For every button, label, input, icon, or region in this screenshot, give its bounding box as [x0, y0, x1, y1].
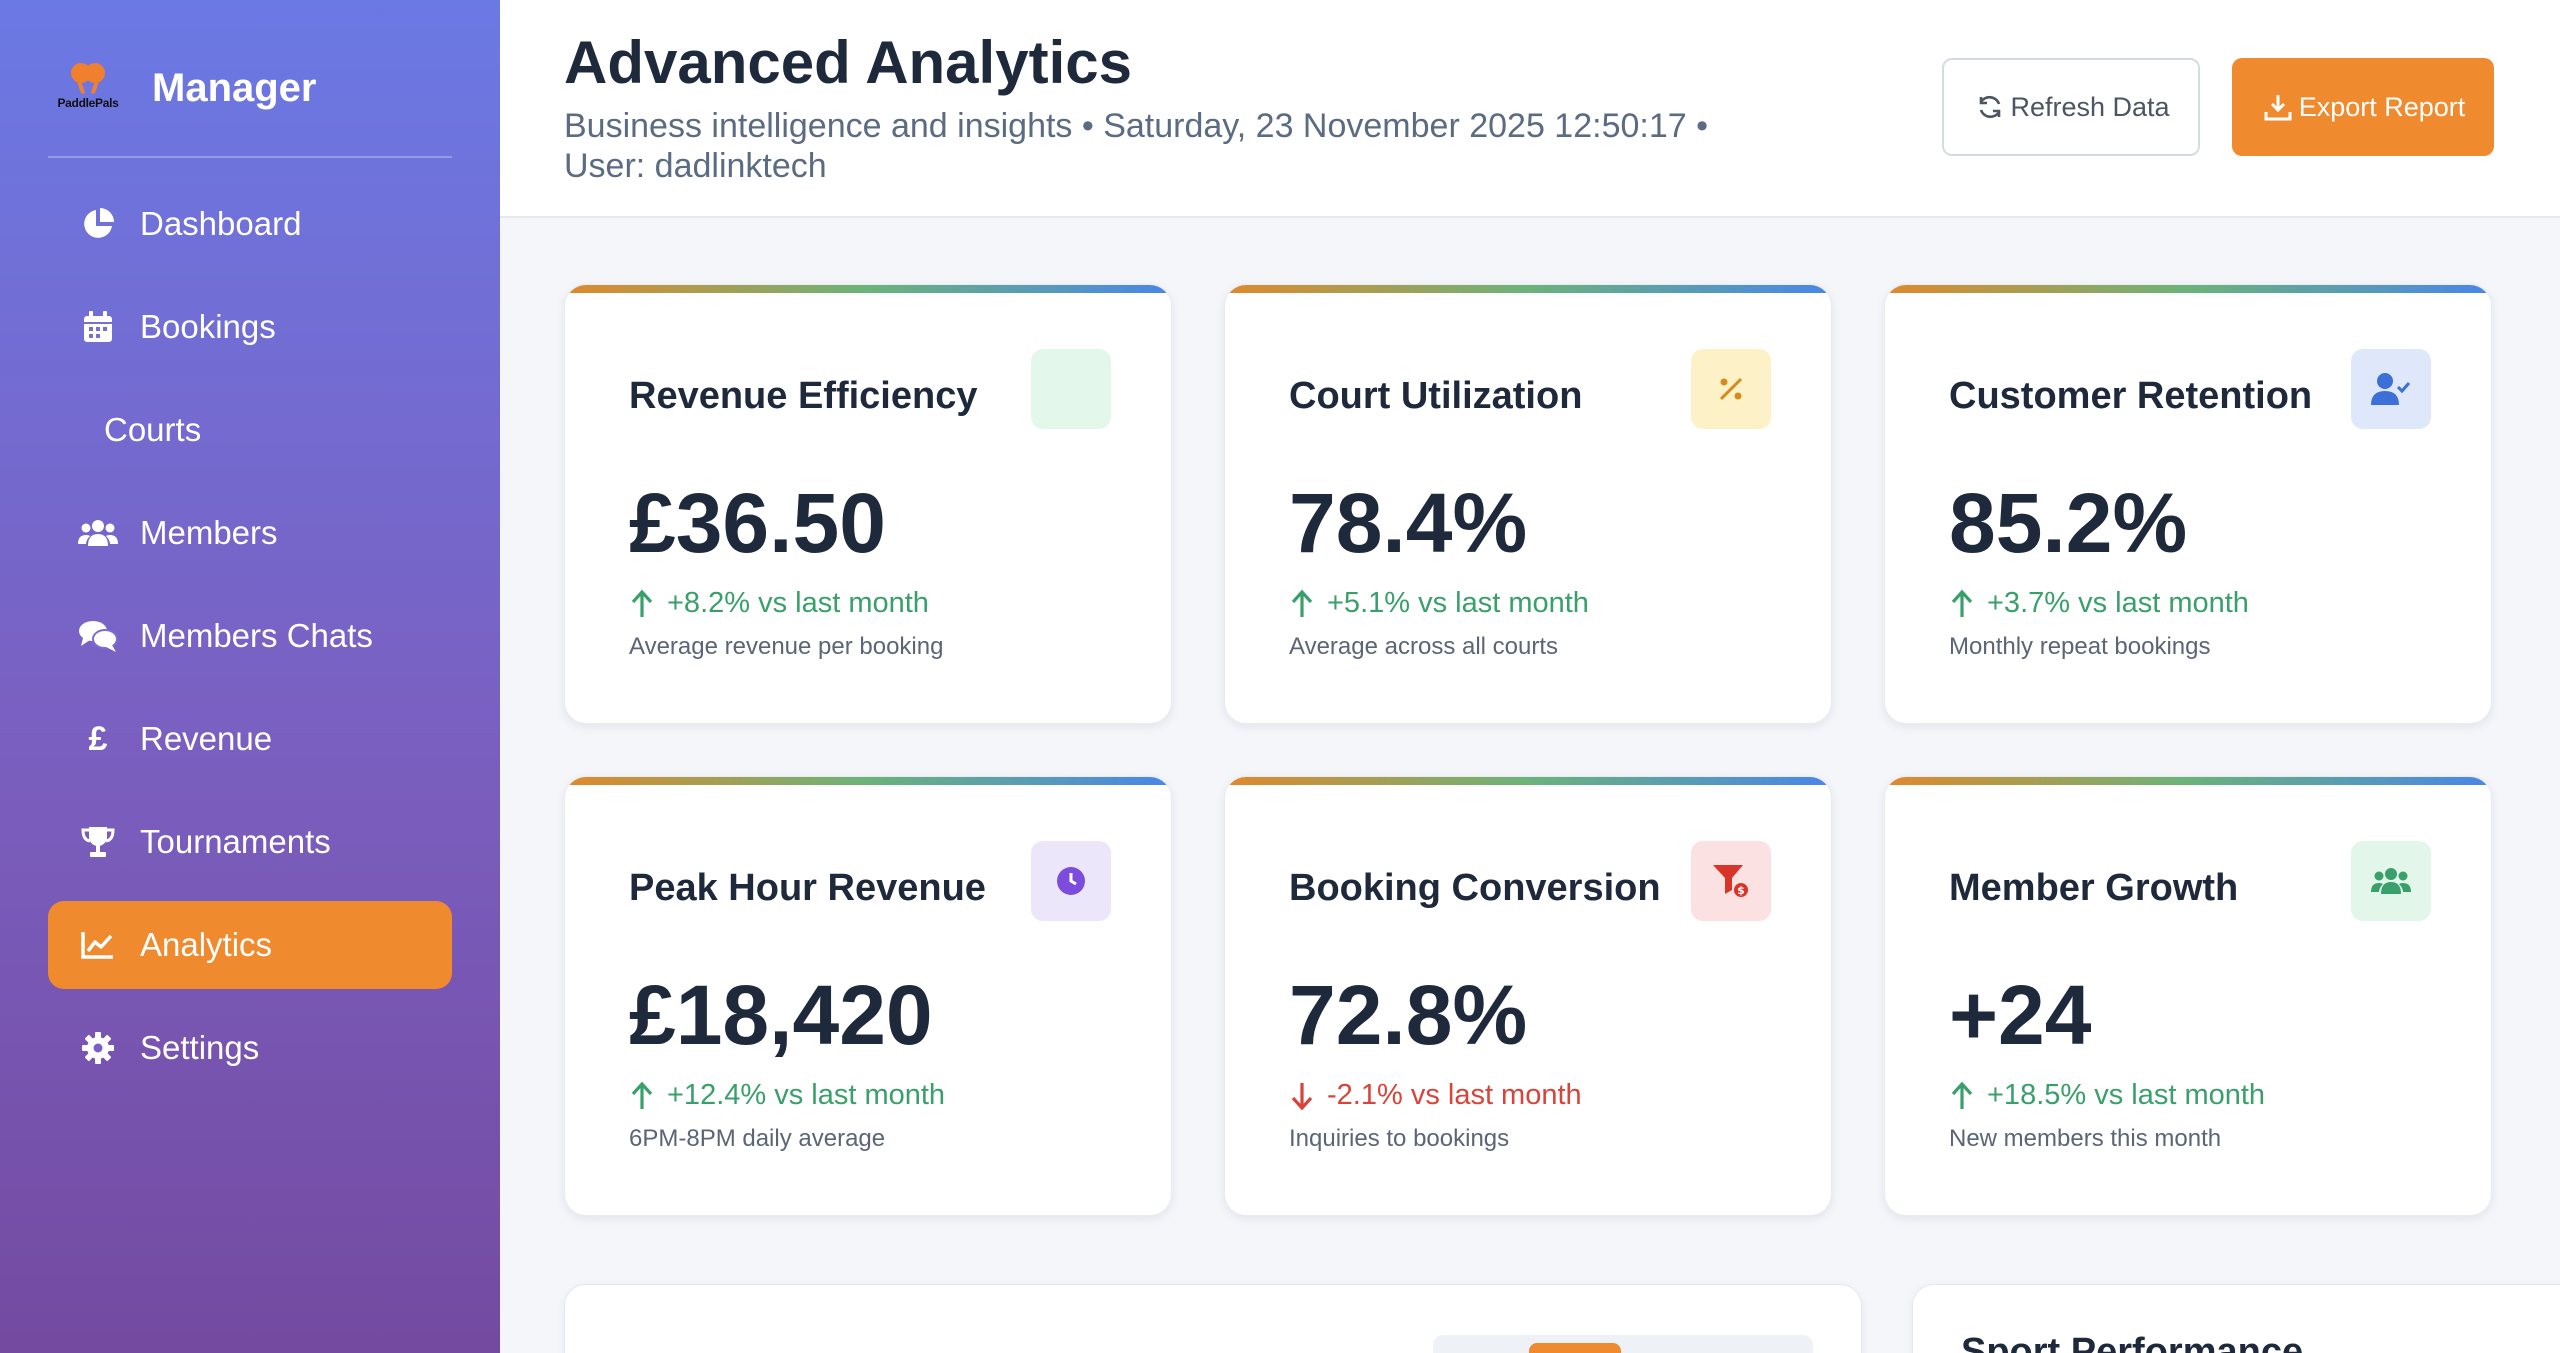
- page-subtitle: Business intelligence and insights • Sat…: [564, 107, 1708, 185]
- sidebar-item-label: Tournaments: [140, 823, 331, 860]
- line-chart-icon: [78, 925, 118, 965]
- pound-icon: £: [88, 719, 108, 758]
- card-change: +5.1% vs last month: [1289, 587, 1589, 620]
- brand-title: Manager: [152, 65, 317, 110]
- clock-icon: [1031, 841, 1111, 921]
- paddles-icon: [71, 63, 105, 94]
- app-logo: PaddlePals: [48, 48, 128, 128]
- sport-performance-panel: Sport Performance: [1912, 1284, 2560, 1353]
- divider: [48, 156, 452, 158]
- card-change-text: +12.4% vs last month: [667, 1079, 946, 1111]
- metric-card-revenue-efficiency: Revenue Efficiency £36.50 +8.2% vs last …: [564, 284, 1172, 724]
- card-note: Average across all courts: [1289, 633, 1559, 660]
- user-check-icon: [2351, 349, 2431, 429]
- card-note: Average revenue per booking: [629, 633, 944, 660]
- card-value: £18,420: [629, 968, 933, 1062]
- sidebar-item-settings[interactable]: Settings: [48, 1004, 452, 1092]
- card-title: Peak Hour Revenue: [629, 867, 986, 909]
- page-header: Advanced Analytics Business intelligence…: [500, 0, 2560, 218]
- card-title: Booking Conversion: [1289, 867, 1661, 909]
- funnel-icon: $: [1691, 841, 1771, 921]
- card-note: Inquiries to bookings: [1289, 1125, 1510, 1152]
- calendar-icon: [78, 307, 118, 347]
- refresh-data-label: Refresh Data: [2010, 91, 2170, 122]
- export-report-label: Export Report: [2298, 91, 2466, 122]
- card-note: 6PM-8PM daily average: [629, 1125, 886, 1152]
- download-icon: [2262, 93, 2294, 121]
- sidebar-item-label: Members: [140, 514, 278, 551]
- sidebar-item-label: Analytics: [140, 926, 273, 963]
- chart-panel: [564, 1284, 1862, 1353]
- refresh-icon: [1974, 93, 2006, 121]
- sidebar-item-members[interactable]: Members: [48, 489, 452, 577]
- card-change: +12.4% vs last month: [629, 1079, 945, 1112]
- arrow-up-icon: [631, 1081, 653, 1109]
- pound-icon: [1031, 349, 1111, 429]
- card-change: +18.5% vs last month: [1949, 1079, 2265, 1112]
- card-title: Customer Retention: [1949, 375, 2313, 417]
- page-title: Advanced Analytics: [564, 29, 1132, 96]
- card-change-text: +18.5% vs last month: [1987, 1079, 2266, 1111]
- metric-card-peak-hour-revenue: Peak Hour Revenue £18,420 +12.4% vs last…: [564, 776, 1172, 1216]
- users-icon: [2351, 841, 2431, 921]
- percent-icon: [1691, 349, 1771, 429]
- arrow-up-icon: [1291, 589, 1313, 617]
- sidebar-item-bookings[interactable]: Bookings: [48, 283, 452, 371]
- sidebar-item-courts[interactable]: Courts: [48, 386, 452, 474]
- card-change-text: -2.1% vs last month: [1327, 1079, 1582, 1111]
- arrow-down-icon: [1291, 1082, 1313, 1110]
- card-change: +3.7% vs last month: [1949, 587, 2249, 620]
- card-title: Member Growth: [1949, 867, 2239, 909]
- card-note: New members this month: [1949, 1125, 2222, 1152]
- card-value: +24: [1949, 968, 2092, 1062]
- sidebar-item-members-chats[interactable]: Members Chats: [48, 592, 452, 680]
- sidebar-item-label: Bookings: [140, 308, 276, 345]
- sidebar-item-label: Members Chats: [140, 617, 373, 654]
- arrow-up-icon: [631, 589, 653, 617]
- card-value: 72.8%: [1289, 968, 1528, 1062]
- refresh-data-button[interactable]: Refresh Data: [1942, 58, 2200, 156]
- sport-performance-title: Sport Performance: [1961, 1331, 2304, 1353]
- logo-text: PaddlePals: [57, 96, 119, 110]
- sidebar: PaddlePals Manager Dashboard Bookings Co…: [0, 0, 500, 1353]
- period-toggle[interactable]: [1433, 1335, 1813, 1353]
- card-change-text: +5.1% vs last month: [1327, 587, 1589, 619]
- arrow-up-icon: [1951, 1081, 1973, 1109]
- sidebar-item-analytics[interactable]: Analytics: [48, 901, 452, 989]
- sidebar-item-tournaments[interactable]: Tournaments: [48, 798, 452, 886]
- card-value: 78.4%: [1289, 476, 1528, 570]
- card-value: £36.50: [629, 476, 886, 570]
- sidebar-item-label: Revenue: [140, 720, 273, 757]
- card-title: Court Utilization: [1289, 375, 1583, 417]
- card-note: Monthly repeat bookings: [1949, 633, 2211, 660]
- card-change: +8.2% vs last month: [629, 587, 929, 620]
- metric-card-customer-retention: Customer Retention 85.2% +3.7% vs last m…: [1884, 284, 2492, 724]
- brand[interactable]: PaddlePals Manager: [48, 48, 452, 128]
- card-value: 85.2%: [1949, 476, 2188, 570]
- trophy-icon: [78, 822, 118, 862]
- sidebar-item-label: Courts: [104, 411, 202, 448]
- sidebar-item-label: Settings: [140, 1029, 260, 1066]
- metric-card-court-utilization: Court Utilization 78.4% +5.1% vs last mo…: [1224, 284, 1832, 724]
- pie-chart-icon: [78, 204, 118, 244]
- period-toggle-active[interactable]: [1529, 1343, 1621, 1353]
- card-title: Revenue Efficiency: [629, 375, 978, 417]
- sidebar-item-label: Dashboard: [140, 205, 302, 242]
- card-change-text: +3.7% vs last month: [1987, 587, 2249, 619]
- metric-card-booking-conversion: Booking Conversion $ 72.8% -2.1% vs last…: [1224, 776, 1832, 1216]
- users-icon: [78, 513, 118, 553]
- card-change-text: +8.2% vs last month: [667, 587, 929, 619]
- metric-card-member-growth: Member Growth +24 +18.5% vs last month N…: [1884, 776, 2492, 1216]
- svg-text:$: $: [1737, 884, 1745, 897]
- export-report-button[interactable]: Export Report: [2232, 58, 2494, 156]
- sidebar-item-revenue[interactable]: £ Revenue: [48, 695, 452, 783]
- chat-icon: [78, 616, 118, 656]
- sidebar-nav: Dashboard Bookings Courts Members Member…: [48, 180, 452, 1107]
- gear-icon: [78, 1028, 118, 1068]
- card-change: -2.1% vs last month: [1289, 1079, 1582, 1112]
- arrow-up-icon: [1951, 589, 1973, 617]
- sidebar-item-dashboard[interactable]: Dashboard: [48, 180, 452, 268]
